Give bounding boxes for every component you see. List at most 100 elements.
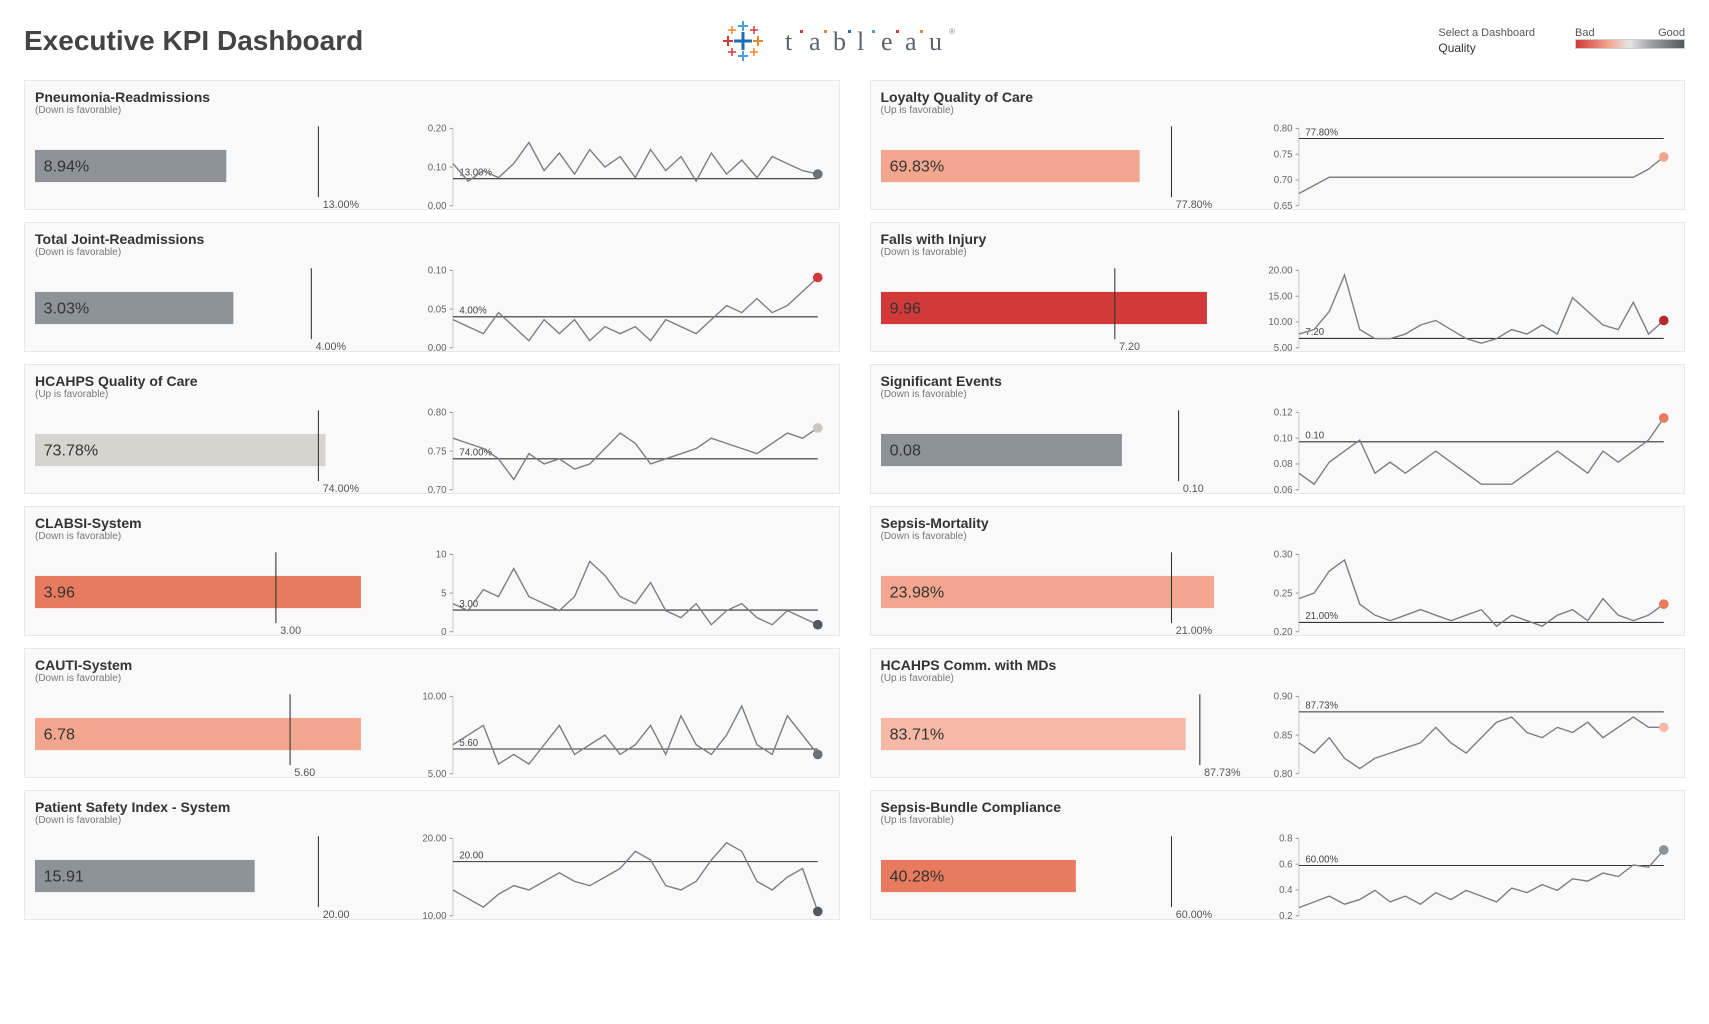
svg-text:0.20: 0.20 [1273, 627, 1292, 638]
bullet-chart: 8.94% 13.00% [35, 122, 400, 212]
page-title: Executive KPI Dashboard [24, 25, 444, 57]
kpi-value: 3.96 [44, 583, 75, 601]
svg-text:0.80: 0.80 [1273, 124, 1292, 135]
sparkline-end-dot [1658, 152, 1668, 162]
svg-text:0.90: 0.90 [1273, 692, 1292, 703]
sparkline-end-dot [813, 620, 823, 630]
kpi-value: 8.94% [44, 157, 90, 175]
selector-value: Quality [1438, 41, 1535, 55]
kpi-subtitle: (Down is favorable) [881, 531, 1675, 542]
svg-text:0.75: 0.75 [1273, 149, 1292, 160]
sparkline-ref-label: 87.73% [1305, 701, 1338, 712]
svg-text:0.00: 0.00 [428, 343, 447, 354]
svg-text:20.00: 20.00 [1268, 266, 1292, 277]
svg-text:5: 5 [441, 588, 446, 599]
kpi-subtitle: (Down is favorable) [881, 389, 1675, 400]
kpi-title: HCAHPS Quality of Care [35, 373, 829, 389]
svg-text:0.65: 0.65 [1273, 201, 1292, 212]
bullet-chart: 23.98%21.00% [881, 548, 1246, 638]
svg-text:5.00: 5.00 [428, 769, 447, 780]
sparkline-chart: 0.120.100.080.060.10 [1256, 406, 1675, 496]
kpi-title: Patient Safety Index - System [35, 799, 829, 815]
svg-text:0.05: 0.05 [428, 304, 447, 315]
sparkline-chart: 20.0015.0010.005.007.20 [1256, 264, 1675, 354]
kpi-card: Significant Events(Down is favorable) 0.0… [870, 364, 1686, 494]
kpi-card: Loyalty Quality of Care(Up is favorable)… [870, 80, 1686, 210]
dashboard-selector[interactable]: Select a Dashboard Quality [1438, 27, 1535, 55]
kpi-card: Pneumonia-Readmissions(Down is favorable… [24, 80, 840, 210]
kpi-subtitle: (Up is favorable) [35, 389, 829, 400]
svg-text:t: t [785, 27, 793, 56]
svg-text:15.00: 15.00 [1268, 291, 1292, 302]
svg-text:b: b [833, 27, 846, 56]
svg-text:0.10: 0.10 [1273, 433, 1292, 444]
sparkline-end-dot [813, 273, 823, 283]
kpi-target-label: 5.60 [294, 767, 315, 779]
kpi-value: 9.96 [889, 299, 920, 317]
sparkline-ref-label: 0.10 [1305, 431, 1324, 442]
bullet-chart: 69.83%77.80% [881, 122, 1246, 212]
svg-text:10: 10 [436, 550, 447, 561]
svg-text:0.80: 0.80 [428, 408, 447, 419]
svg-text:0.85: 0.85 [1273, 730, 1292, 741]
svg-text:20.00: 20.00 [422, 834, 446, 845]
quality-legend: Bad Good [1575, 27, 1685, 49]
kpi-target-label: 13.00% [323, 199, 360, 211]
kpi-value: 3.03% [44, 299, 90, 317]
bullet-chart: 15.91 20.00 [35, 832, 400, 922]
svg-text:0.20: 0.20 [428, 124, 447, 135]
svg-text:0.8: 0.8 [1279, 834, 1292, 845]
kpi-target-label: 87.73% [1204, 767, 1241, 779]
bullet-chart: 3.96 3.00 [35, 548, 400, 638]
sparkline-chart: 20.0010.0020.00 [410, 832, 829, 922]
kpi-subtitle: (Down is favorable) [881, 247, 1675, 258]
sparkline-end-dot [1658, 316, 1668, 326]
kpi-title: Sepsis-Mortality [881, 515, 1675, 531]
kpi-target-label: 20.00 [323, 909, 350, 921]
kpi-value: 69.83% [889, 157, 944, 175]
kpi-grid: Pneumonia-Readmissions(Down is favorable… [24, 80, 1685, 920]
kpi-subtitle: (Up is favorable) [881, 673, 1675, 684]
kpi-subtitle: (Down is favorable) [35, 247, 829, 258]
kpi-subtitle: (Down is favorable) [35, 105, 829, 116]
svg-text:0.10: 0.10 [428, 266, 447, 277]
svg-text:0.4: 0.4 [1279, 885, 1293, 896]
kpi-target-label: 7.20 [1119, 341, 1140, 353]
bullet-chart: 6.78 5.60 [35, 690, 400, 780]
kpi-subtitle: (Up is favorable) [881, 815, 1675, 826]
kpi-title: Pneumonia-Readmissions [35, 89, 829, 105]
svg-text:10.00: 10.00 [1268, 317, 1292, 328]
kpi-card: HCAHPS Comm. with MDs(Up is favorable)83… [870, 648, 1686, 778]
sparkline-chart: 0.80.60.40.260.00% [1256, 832, 1675, 922]
bullet-chart: 3.03%4.00% [35, 264, 400, 354]
bullet-chart: 9.96 7.20 [881, 264, 1246, 354]
svg-text:0.2: 0.2 [1279, 911, 1292, 922]
sparkline-end-dot [1658, 413, 1668, 423]
kpi-card: Falls with Injury(Down is favorable)9.96… [870, 222, 1686, 352]
kpi-title: Significant Events [881, 373, 1675, 389]
kpi-target-label: 3.00 [280, 625, 301, 637]
svg-text:0.70: 0.70 [428, 485, 447, 496]
svg-text:10.00: 10.00 [422, 911, 446, 922]
kpi-value: 15.91 [44, 867, 84, 885]
svg-text:a: a [809, 27, 821, 56]
svg-text:®: ® [949, 27, 955, 36]
kpi-title: HCAHPS Comm. with MDs [881, 657, 1675, 673]
svg-text:l: l [857, 27, 864, 56]
sparkline-ref-label: 4.00% [459, 306, 487, 317]
kpi-card: CAUTI-System(Down is favorable)6.785.601… [24, 648, 840, 778]
selector-label: Select a Dashboard [1438, 27, 1535, 39]
kpi-title: CLABSI-System [35, 515, 829, 531]
sparkline-end-dot [813, 750, 823, 760]
kpi-title: Sepsis-Bundle Compliance [881, 799, 1675, 815]
kpi-card: HCAHPS Quality of Care(Up is favorable) 7… [24, 364, 840, 494]
sparkline-chart: 0.10 0.05 0.00 4.00% [410, 264, 829, 354]
kpi-card: Total Joint-Readmissions(Down is favorab… [24, 222, 840, 352]
sparkline-chart: 0.200.100.0013.00% [410, 122, 829, 212]
sparkline-ref-label: 74.00% [459, 448, 492, 459]
svg-text:0.6: 0.6 [1279, 859, 1292, 870]
bullet-chart: 0.080.10 [881, 406, 1246, 496]
kpi-title: Total Joint-Readmissions [35, 231, 829, 247]
kpi-value: 6.78 [44, 725, 75, 743]
legend-gradient [1575, 39, 1685, 49]
